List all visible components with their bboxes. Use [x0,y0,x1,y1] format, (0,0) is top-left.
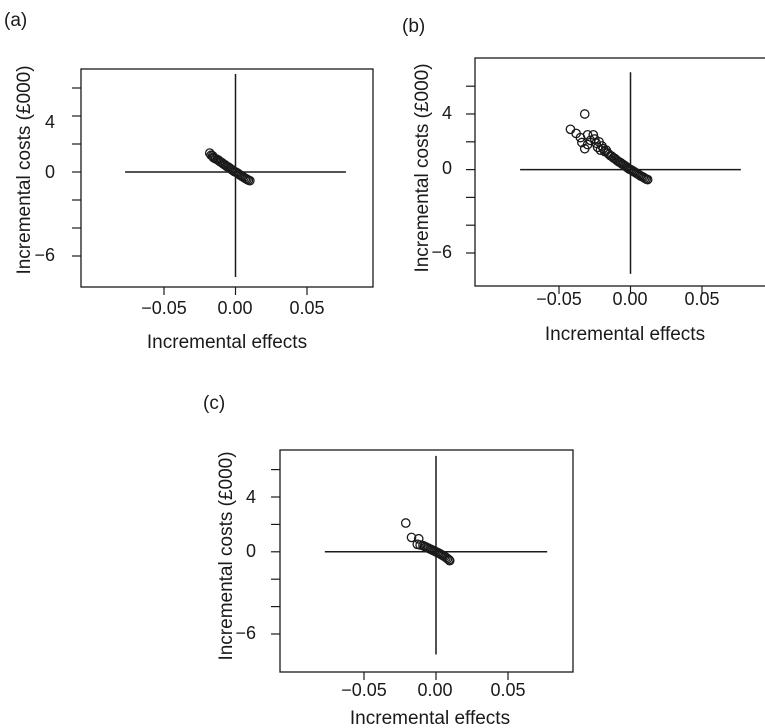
y-tick-label: −6 [431,242,452,262]
x-tick-label: −0.05 [141,298,187,318]
scatter-point [582,130,593,140]
panel-label: (c) [203,393,225,414]
plot-frame [80,68,374,288]
scatter-point [579,109,590,119]
x-tick-label: −0.05 [536,289,582,309]
x-axis-label: Incremental effects [147,332,307,353]
x-tick-label: 0.00 [612,289,647,309]
x-tick-label: 0.05 [684,289,719,309]
x-tick-label: −0.05 [341,680,387,700]
y-axis-label: Incremental costs (£000) [14,65,35,274]
panel-label: (b) [402,16,425,37]
scatter-point [565,124,576,135]
x-tick-label: 0.05 [289,298,324,318]
plot-frame [474,57,765,287]
x-axis-label: Incremental effects [350,708,510,728]
scatter-point [588,130,599,140]
panel-a: (a) 4 0 −6 −0.05 0.00 0.05 Incremental e… [4,10,374,353]
panel-c: (c) 4 0 −6 −0.05 0.00 0.05 Incremental e… [203,393,574,728]
x-axis-label: Incremental effects [545,324,705,345]
y-axis-label: Incremental costs (£000) [412,63,433,272]
scatter-point [442,553,453,564]
scatter-point [444,555,455,566]
y-tick-label: 4 [246,487,256,507]
x-tick-label: 0.00 [417,680,452,700]
y-tick-label: 4 [442,103,452,123]
y-tick-label: 0 [45,162,55,182]
y-tick-label: 0 [442,158,452,178]
x-tick-label: 0.05 [490,680,525,700]
panel-label: (a) [4,10,27,31]
panel-b: (b) 4 0 −6 −0.05 0.00 0.05 Incremental e… [402,16,765,345]
scatter-point [413,533,424,544]
scatter-point [400,518,411,528]
scatter-point [642,174,653,185]
plot-frame [279,449,574,673]
scatter-point [406,532,417,543]
scatter-point [592,142,603,153]
x-tick-label: 0.00 [217,298,252,318]
y-tick-label: −6 [34,245,55,265]
y-tick-label: −6 [235,623,256,643]
y-tick-label: 0 [246,541,256,561]
y-axis-label: Incremental costs (£000) [216,451,237,660]
scatter-point [244,175,255,186]
scatter-point [577,137,587,148]
y-tick-label: 4 [45,112,55,132]
